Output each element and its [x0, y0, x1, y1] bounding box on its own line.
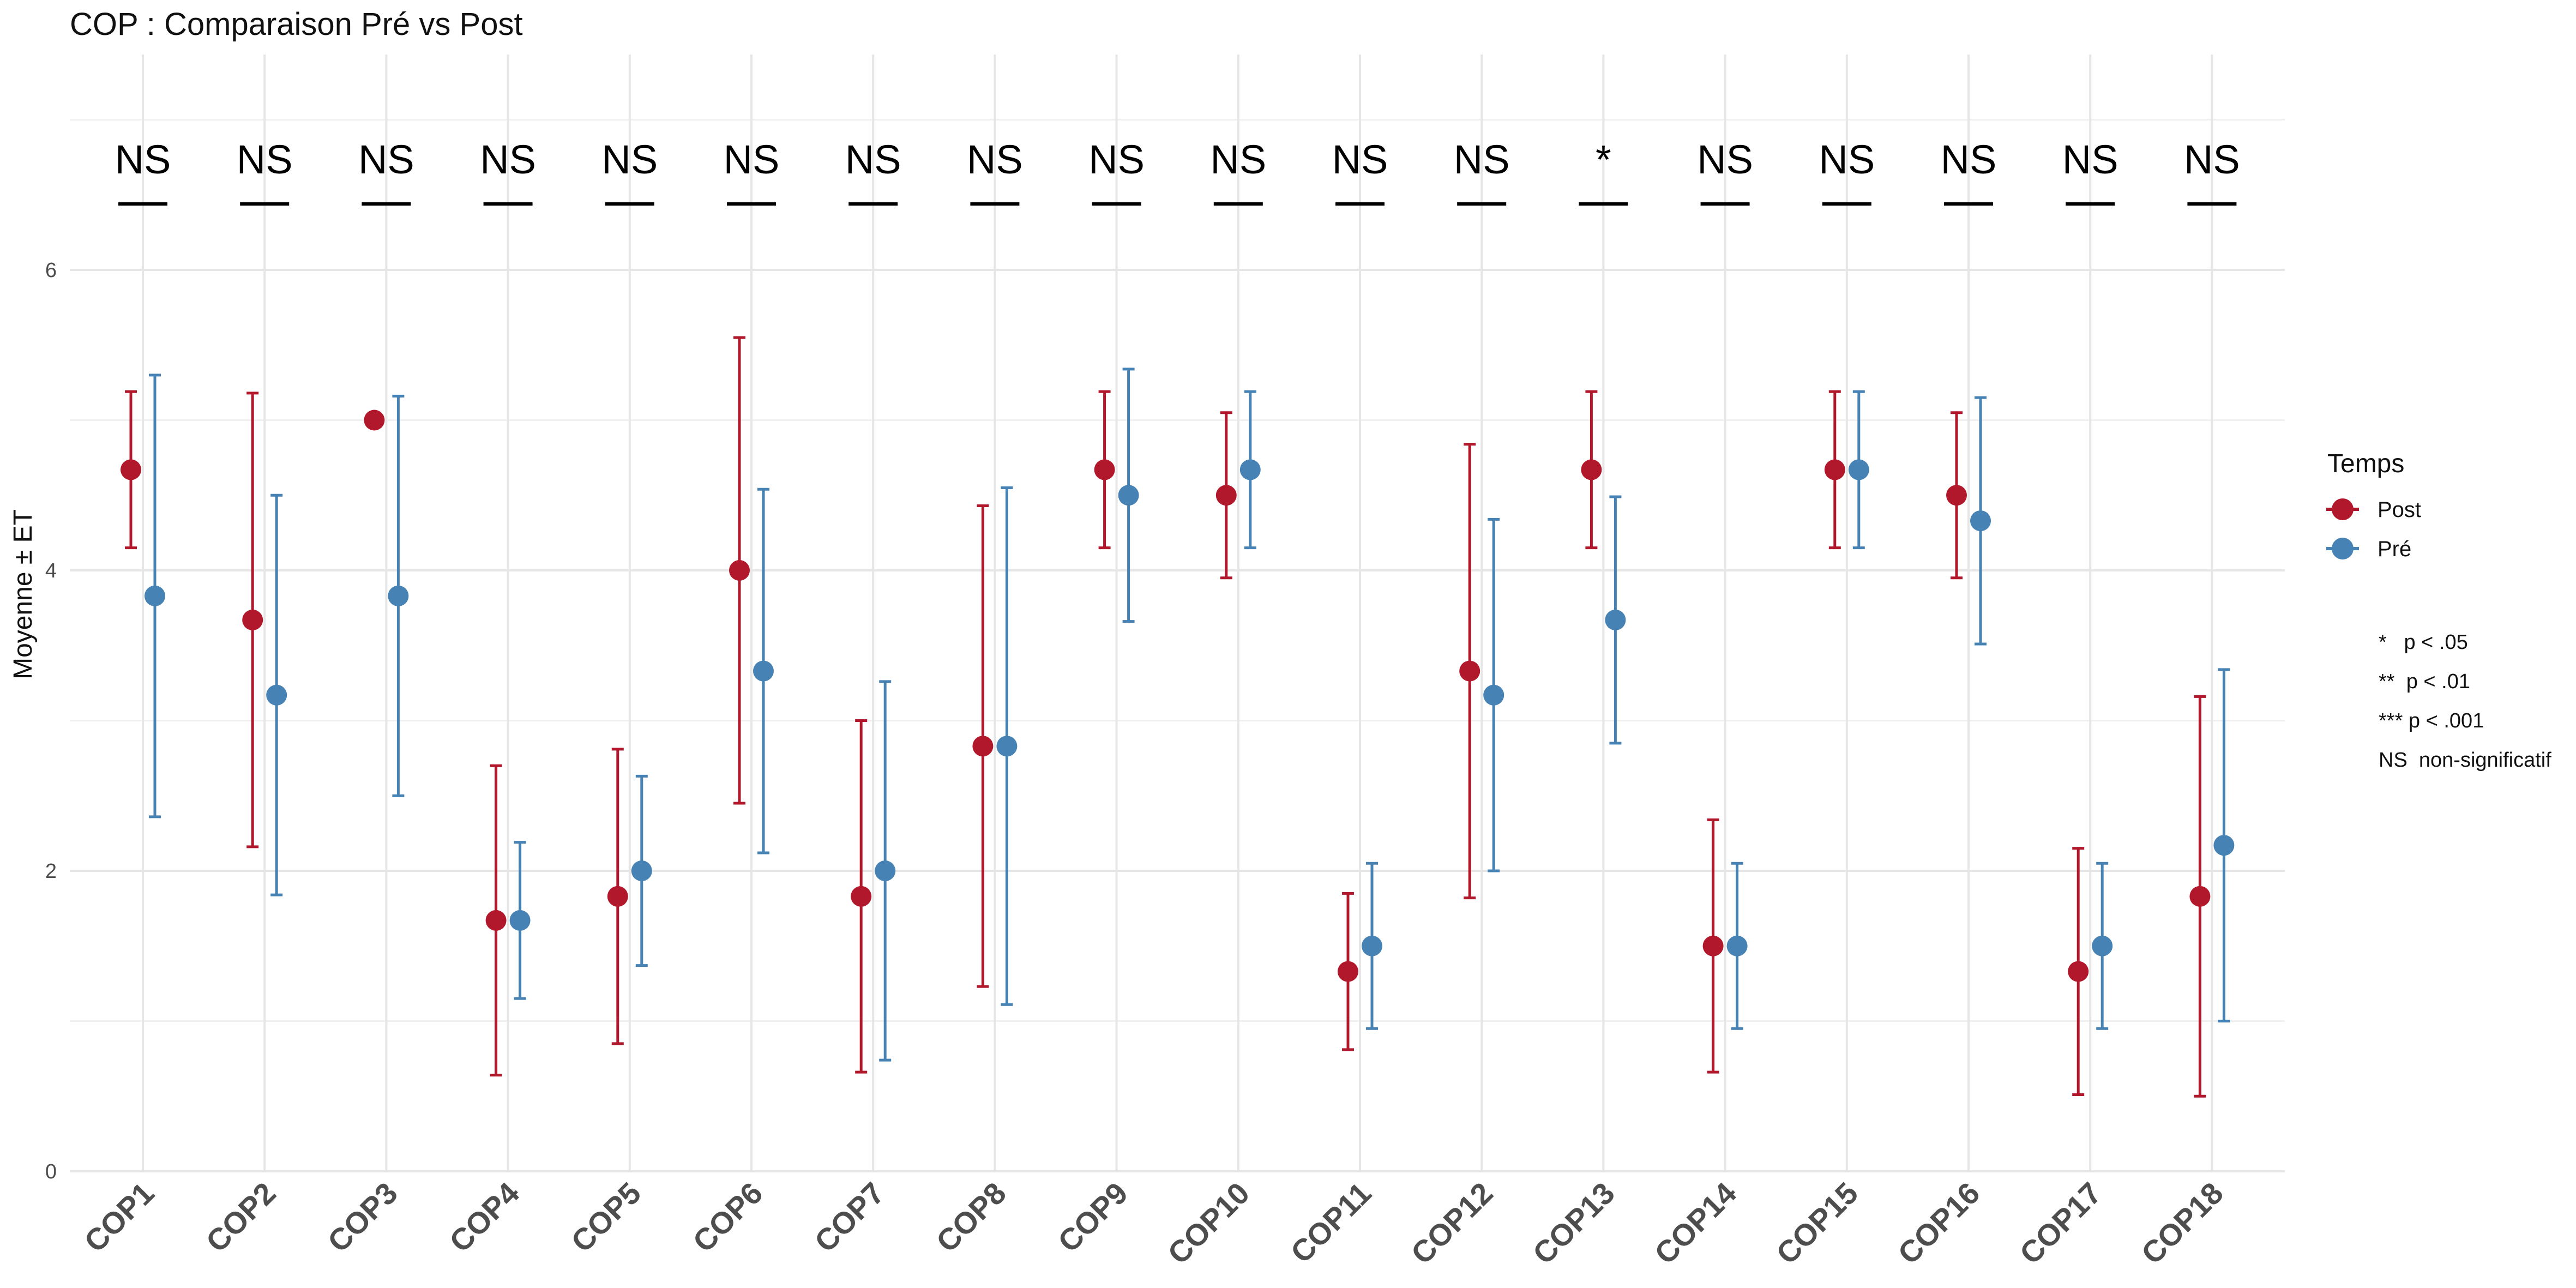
point-post: [121, 459, 141, 480]
legend-label-post: Post: [2378, 498, 2421, 522]
note-p001: *** p < .001: [2379, 709, 2484, 732]
point-pre: [145, 585, 165, 606]
point-pre: [1605, 609, 1626, 630]
legend[interactable]: Temps Post Pré: [2326, 449, 2421, 561]
significance-label: NS: [967, 137, 1023, 182]
significance-label: NS: [480, 137, 536, 182]
x-tick-label: COP3: [321, 1176, 404, 1259]
point-post: [1946, 485, 1967, 506]
x-tick-label: COP14: [1648, 1176, 1743, 1271]
point-post: [972, 736, 994, 757]
legend-marker-pre: [2332, 538, 2354, 559]
point-pre: [631, 860, 652, 881]
point-pre: [875, 860, 896, 881]
significance-label: NS: [845, 137, 901, 182]
x-tick-label: COP9: [1051, 1176, 1134, 1259]
significance-label: NS: [115, 137, 171, 182]
point-pre: [1362, 935, 1382, 956]
x-tick-label: COP2: [199, 1176, 282, 1259]
legend-item-pre[interactable]: Pré: [2326, 537, 2411, 561]
point-post: [242, 609, 263, 630]
point-pre: [1848, 459, 1869, 480]
x-tick-label: COP7: [808, 1176, 890, 1259]
significance-label: *: [1596, 137, 1611, 182]
data-points: [121, 410, 2235, 982]
significance-label: NS: [358, 137, 414, 182]
point-pre: [388, 585, 409, 606]
point-pre: [1970, 510, 1991, 532]
y-tick-label: 0: [45, 1160, 57, 1183]
x-tick-label: COP5: [564, 1176, 647, 1259]
significance-label: NS: [2184, 137, 2240, 182]
x-tick-label: COP1: [77, 1176, 160, 1259]
note-p05: * p < .05: [2379, 631, 2468, 654]
note-p01: ** p < .01: [2379, 670, 2470, 693]
x-tick-label: COP15: [1770, 1176, 1864, 1271]
significance-label: NS: [1941, 137, 1997, 182]
significance-label: NS: [724, 137, 780, 182]
point-post: [1581, 459, 1602, 480]
significance-label: NS: [1819, 137, 1875, 182]
legend-item-post[interactable]: Post: [2326, 498, 2421, 522]
point-pre: [996, 736, 1018, 757]
legend-title: Temps: [2327, 449, 2404, 478]
point-post: [607, 886, 628, 907]
significance-label: NS: [1697, 137, 1753, 182]
x-tick-label: COP6: [686, 1176, 769, 1259]
x-tick-label: COP17: [2013, 1176, 2108, 1271]
point-pre: [266, 684, 287, 706]
point-pre: [1483, 684, 1504, 706]
point-post: [1702, 935, 1724, 956]
note-ns: NS non-significatif: [2379, 749, 2551, 772]
point-pre: [2092, 935, 2113, 956]
x-tick-label: COP18: [2134, 1176, 2229, 1271]
x-tick-label: COP12: [1404, 1176, 1499, 1271]
significance-label: NS: [1088, 137, 1145, 182]
point-post: [1215, 485, 1237, 506]
point-pre: [509, 910, 531, 931]
chart-title: COP : Comparaison Pré vs Post: [70, 7, 523, 42]
significance-label: NS: [1454, 137, 1510, 182]
x-tick-label: COP8: [930, 1176, 1013, 1259]
y-tick-label: 2: [45, 860, 57, 883]
point-post: [729, 560, 750, 581]
point-post: [1824, 459, 1845, 480]
point-post: [2189, 886, 2211, 907]
x-axis-ticks: COP1 COP2 COP3 COP4 COP5 COP6 COP7 COP8 COP9 COP1…: [77, 1176, 2230, 1271]
point-post: [851, 886, 872, 907]
point-post: [1094, 459, 1115, 480]
significance-label: NS: [2062, 137, 2118, 182]
point-post: [1459, 660, 1480, 682]
point-pre: [753, 660, 774, 682]
legend-label-pre: Pré: [2378, 537, 2411, 561]
point-post: [2068, 961, 2089, 982]
x-tick-label: COP10: [1161, 1176, 1256, 1271]
y-axis-ticks: 0 2 4 6: [45, 259, 57, 1183]
point-post: [485, 910, 507, 931]
point-post: [364, 410, 385, 431]
grid: [70, 55, 2285, 1172]
x-tick-label: COP4: [443, 1176, 526, 1259]
legend-marker-post: [2332, 498, 2354, 520]
significance-label: NS: [1332, 137, 1388, 182]
significance-notes: * p < .05 ** p < .01 *** p < .001 NS non…: [2379, 631, 2551, 772]
significance-label: NS: [237, 137, 293, 182]
x-tick-label: COP13: [1526, 1176, 1621, 1271]
point-pre: [1239, 459, 1261, 480]
point-pre: [1118, 485, 1139, 506]
y-tick-label: 6: [45, 259, 57, 282]
point-pre: [2213, 835, 2235, 856]
error-bars: [125, 336, 2230, 1098]
y-tick-label: 4: [45, 559, 57, 582]
point-pre: [1726, 935, 1748, 956]
x-tick-label: COP16: [1891, 1176, 1986, 1271]
x-tick-label: COP11: [1284, 1176, 1377, 1269]
significance-label: NS: [1210, 137, 1266, 182]
significance-label: NS: [601, 137, 658, 182]
significance-annotations: NS NS NS NS NS NS NS NS NS NS NS NS * NS NS NS NS NS: [115, 137, 2240, 206]
point-post: [1338, 961, 1358, 982]
y-axis-label: Moyenne ± ET: [9, 509, 38, 679]
